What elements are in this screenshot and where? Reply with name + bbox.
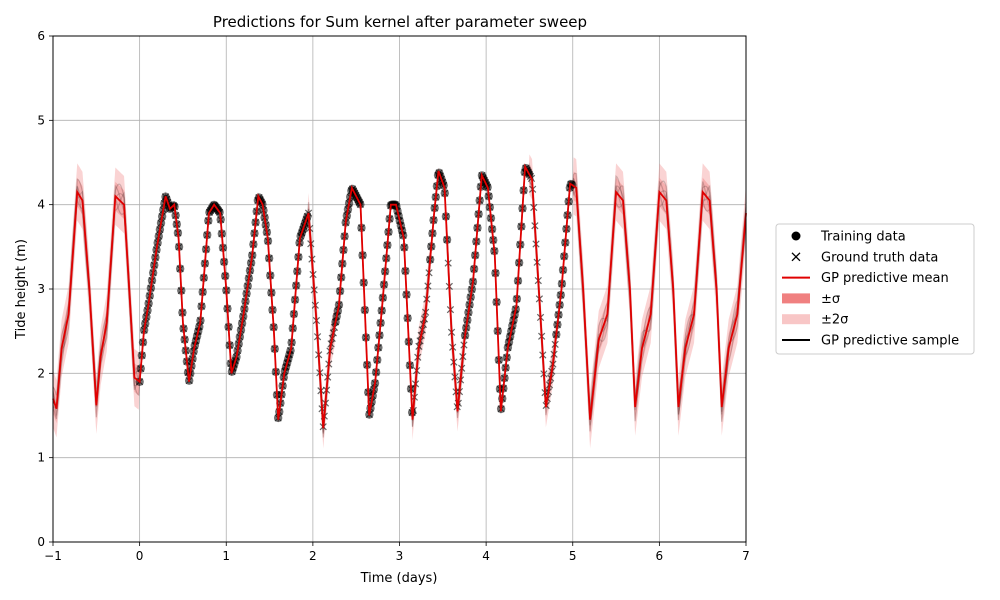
training-markers	[135, 163, 577, 423]
legend-label: Training data	[820, 230, 906, 245]
y-axis-ticks: 0 1 2 3 4 5 6	[37, 29, 53, 549]
legend-marker-circle	[791, 231, 801, 241]
grid-lines	[52, 35, 747, 543]
x-tick-label: 1	[222, 549, 230, 563]
legend-label: Ground truth data	[821, 250, 938, 265]
x-tick-label: 7	[742, 549, 750, 563]
legend-marker-patch	[782, 293, 810, 304]
x-tick-label: 2	[309, 549, 317, 563]
legend-marker-x	[791, 252, 801, 262]
y-tick-label: 0	[37, 535, 45, 549]
x-tick-label: 3	[396, 549, 404, 563]
legend-entry: GP predictive mean	[782, 271, 949, 286]
legend-entry: GP predictive sample	[782, 334, 959, 349]
x-axis-ticks: −1 0 1 2 3 4 5 6 7	[44, 542, 750, 563]
y-tick-label: 1	[37, 451, 45, 465]
x-tick-label: 4	[482, 549, 490, 563]
y-tick-label: 3	[37, 282, 45, 296]
x-tick-label: 5	[569, 549, 577, 563]
y-tick-label: 5	[37, 113, 45, 127]
legend-entry: ±2σ	[782, 313, 848, 328]
y-tick-label: 4	[37, 198, 45, 212]
legend-entry: ±σ	[782, 292, 840, 307]
legend-entry: Ground truth data	[791, 250, 938, 265]
x-axis-label: Time (days)	[360, 571, 438, 586]
legend-label: ±σ	[821, 292, 840, 307]
y-tick-label: 2	[37, 366, 45, 380]
y-axis-label: Tide height (m)	[14, 239, 29, 340]
y-tick-label: 6	[37, 29, 45, 43]
legend-label: ±2σ	[821, 313, 848, 328]
x-tick-label: 0	[136, 549, 144, 563]
legend: Training data Ground truth data GP predict…	[775, 223, 975, 355]
legend-marker-patch	[782, 314, 810, 325]
legend-box	[775, 223, 975, 355]
predictive-mean-layer	[52, 163, 747, 429]
chart-title: Predictions for Sum kernel after paramet…	[213, 13, 587, 31]
legend-label: GP predictive sample	[821, 334, 959, 349]
legend-entry: Training data	[791, 230, 906, 245]
legend-label: GP predictive mean	[821, 271, 949, 286]
x-tick-label: 6	[656, 549, 664, 563]
x-tick-label: −1	[44, 549, 62, 563]
predictive-mean-line	[52, 163, 747, 429]
band-2sigma	[53, 154, 746, 449]
